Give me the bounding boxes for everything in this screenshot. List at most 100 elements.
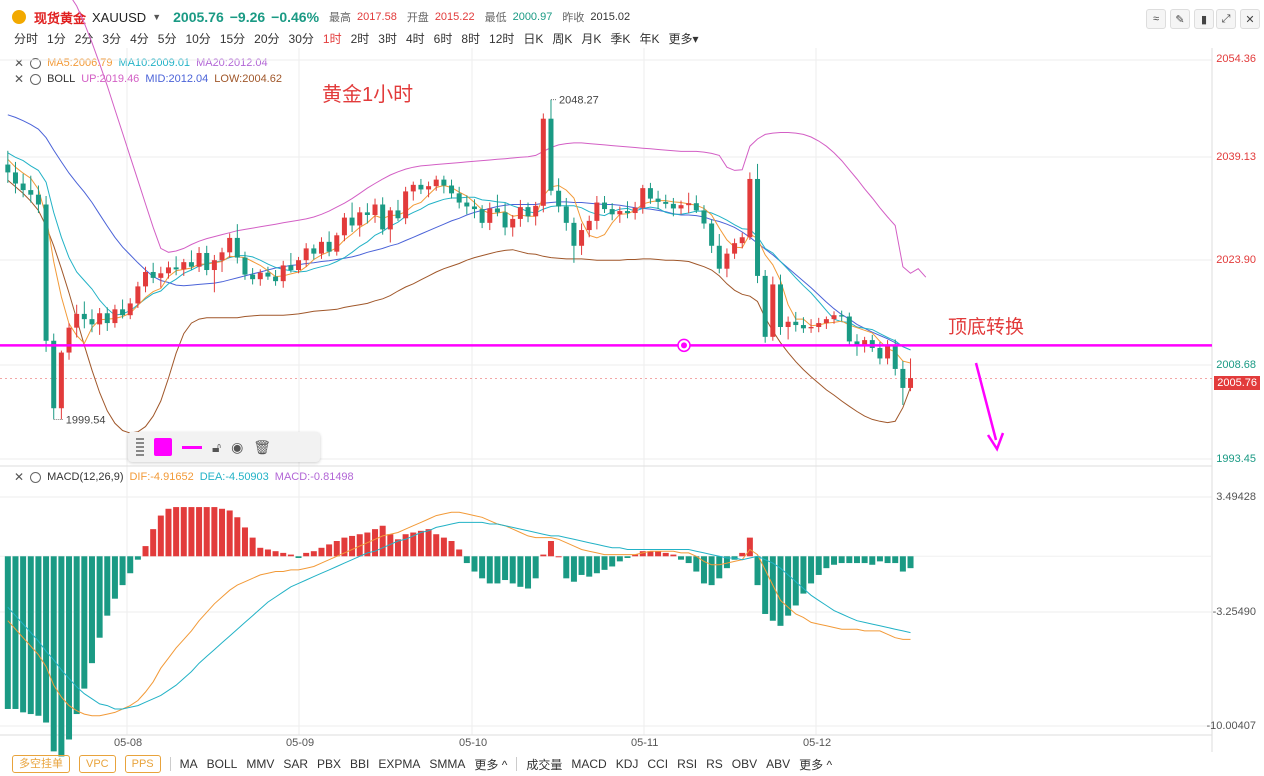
- main-indicator-tab[interactable]: EXPMA: [378, 757, 421, 771]
- period-tab[interactable]: 20分: [254, 32, 280, 46]
- period-tab[interactable]: 5分: [157, 32, 177, 46]
- candle-body: [372, 204, 378, 215]
- sub-indicator-tab[interactable]: 成交量: [526, 757, 563, 772]
- candle-body: [89, 319, 95, 325]
- settings-icon[interactable]: [30, 57, 42, 69]
- sub-indicator-tab[interactable]: CCI: [647, 757, 669, 771]
- candle-body: [250, 274, 256, 280]
- trash-icon[interactable]: 🗑︎: [253, 438, 272, 455]
- sub-indicator-tab[interactable]: MACD: [571, 757, 607, 771]
- chart-type-toolbar: ≈ ✎ ▮: [1146, 9, 1214, 29]
- settings-icon[interactable]: [30, 73, 42, 85]
- draw-pen-icon[interactable]: ✎: [1170, 9, 1190, 29]
- unlock-icon[interactable]: 🔓︎: [212, 438, 222, 455]
- candle-body: [334, 235, 340, 252]
- main-indicator-tab[interactable]: SAR: [283, 757, 309, 771]
- sub-indicator-tab[interactable]: OBV: [731, 757, 758, 771]
- main-indicator-tab[interactable]: BOLL: [206, 757, 238, 771]
- remove-indicator-icon[interactable]: ✕: [14, 72, 25, 86]
- candle: [219, 247, 225, 272]
- period-tab[interactable]: 年K: [639, 32, 660, 46]
- annotation-label[interactable]: 顶底转换: [948, 317, 1025, 338]
- pill-button[interactable]: VPC: [79, 755, 116, 773]
- macd-bar: [708, 556, 715, 586]
- candle-body: [777, 284, 783, 328]
- candle: [632, 201, 638, 220]
- candle: [571, 217, 577, 263]
- expand-icon[interactable]: ⤢: [1216, 9, 1236, 29]
- candle-body: [548, 118, 554, 191]
- period-tab[interactable]: 3时: [378, 32, 397, 46]
- sub-indicator-tab[interactable]: ABV: [766, 757, 791, 771]
- period-tab[interactable]: 日K: [523, 32, 544, 46]
- macd-bar: [402, 534, 409, 557]
- sub-indicator-tab[interactable]: 更多 ^: [799, 757, 833, 772]
- candle: [81, 301, 87, 329]
- period-tab[interactable]: 分时: [14, 32, 39, 46]
- period-tabs: 分时 1分 2分 3分 4分 5分 10分 15分 20分 30分 1时 2时 3时 4时 6时 8时 12时日…: [14, 30, 698, 47]
- drag-handle-icon[interactable]: [136, 438, 144, 456]
- candlestick-icon[interactable]: ▮: [1194, 9, 1214, 29]
- period-tab[interactable]: 3分: [102, 32, 122, 46]
- period-tab[interactable]: 周K: [552, 32, 573, 46]
- candle: [104, 307, 110, 331]
- macd-bar: [586, 556, 593, 577]
- macd-bar: [555, 556, 562, 558]
- candle: [693, 195, 699, 214]
- period-tab[interactable]: 8时: [461, 32, 481, 46]
- candle-body: [747, 178, 753, 238]
- period-tab[interactable]: 2时: [350, 32, 370, 46]
- candle-body: [854, 341, 860, 345]
- candle-body: [242, 257, 248, 275]
- remove-indicator-icon[interactable]: ✕: [14, 470, 25, 484]
- symbol-code[interactable]: XAUUSD: [92, 9, 147, 25]
- macd-bar: [670, 554, 677, 557]
- main-indicator-tab[interactable]: 更多 ^: [474, 757, 508, 772]
- main-indicator-tab[interactable]: SMMA: [429, 757, 466, 771]
- main-indicator-tab[interactable]: PBX: [317, 757, 342, 771]
- main-indicator-tab[interactable]: BBI: [350, 757, 370, 771]
- pill-button[interactable]: PPS: [124, 755, 161, 773]
- macd-bar: [287, 554, 294, 557]
- period-tab[interactable]: 12时: [489, 32, 515, 46]
- color-swatch[interactable]: [154, 438, 172, 456]
- symbol-name[interactable]: 现货黄金: [34, 10, 87, 26]
- main-indicator-tab[interactable]: MMV: [246, 757, 275, 771]
- period-tab[interactable]: 15分: [219, 32, 246, 46]
- period-tab[interactable]: 6时: [433, 32, 453, 46]
- main-indicator-tab[interactable]: MA: [179, 757, 198, 771]
- line-chart-icon[interactable]: ≈: [1146, 9, 1166, 29]
- candle-body: [839, 315, 845, 317]
- pill-button[interactable]: 多空挂单: [12, 755, 70, 773]
- candle-body: [426, 186, 432, 190]
- sub-indicator-tab[interactable]: KDJ: [615, 757, 639, 771]
- candle: [135, 281, 141, 309]
- period-tab[interactable]: 4时: [405, 32, 425, 46]
- sub-indicator-tab[interactable]: RS: [706, 757, 723, 771]
- candle-body: [273, 276, 279, 282]
- period-tab[interactable]: 季K: [610, 32, 631, 46]
- period-tab[interactable]: 30分: [288, 32, 314, 46]
- candle: [150, 262, 156, 284]
- candle: [670, 197, 676, 217]
- symbol-dropdown-icon[interactable]: ▼: [152, 12, 162, 22]
- period-tab[interactable]: 月K: [581, 32, 602, 46]
- candle: [747, 172, 753, 240]
- period-tab[interactable]: 1分: [47, 32, 66, 46]
- period-tab[interactable]: 10分: [185, 32, 211, 46]
- eye-icon[interactable]: ◉: [231, 438, 244, 455]
- line-style-option[interactable]: [182, 445, 202, 449]
- remove-indicator-icon[interactable]: ✕: [14, 56, 25, 70]
- sub-indicator-tab[interactable]: RSI: [677, 757, 698, 771]
- macd-bar: [280, 552, 287, 557]
- period-tab[interactable]: 更多▾: [668, 32, 699, 46]
- close-icon[interactable]: ✕: [1240, 9, 1260, 29]
- period-tab[interactable]: 4分: [130, 32, 149, 46]
- candle: [456, 186, 462, 209]
- candle: [655, 190, 661, 210]
- macd-bar: [739, 552, 746, 557]
- annotation-title[interactable]: 黄金1小时: [322, 84, 414, 106]
- period-tab[interactable]: 1时: [322, 32, 342, 46]
- settings-icon[interactable]: [30, 471, 42, 483]
